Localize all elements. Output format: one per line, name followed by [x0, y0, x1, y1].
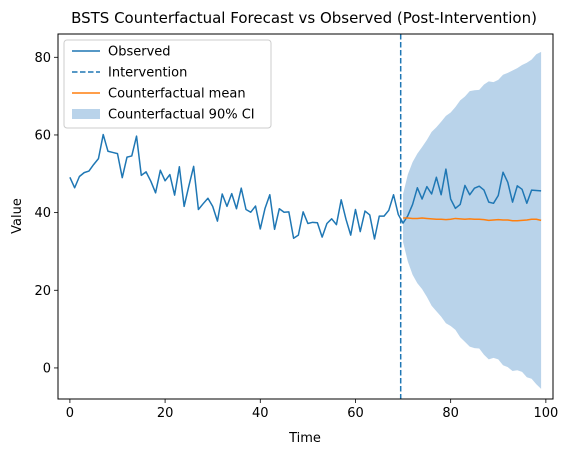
y-tick-label: 0	[43, 361, 51, 376]
legend: Observed Intervention Counterfactual mean C…	[63, 39, 272, 129]
x-tick-label: 40	[252, 406, 269, 421]
counterfactual-mean-line	[403, 217, 542, 222]
legend-label-intervention: Intervention	[108, 66, 187, 81]
x-tick-label: 80	[442, 406, 459, 421]
plot-area	[69, 34, 542, 399]
y-tick-label: 20	[34, 284, 51, 299]
x-axis-label: Time	[288, 431, 321, 446]
x-tick-label: 60	[347, 406, 364, 421]
observed-series-line	[69, 133, 542, 240]
legend-label-ci: Counterfactual 90% CI	[108, 108, 255, 123]
legend-label-counterfactual: Counterfactual mean	[108, 87, 246, 102]
x-tick-label: 20	[157, 406, 174, 421]
legend-swatch-ci	[72, 109, 100, 119]
y-axis: 0 20 40 60 80	[34, 51, 58, 376]
y-tick-label: 80	[34, 51, 51, 66]
y-tick-label: 40	[34, 206, 51, 221]
axes-frame	[57, 33, 554, 400]
x-axis: 0 20 40 60 80 100	[66, 399, 558, 421]
x-tick-label: 100	[533, 406, 558, 421]
chart-title: BSTS Counterfactual Forecast vs Observed…	[71, 9, 537, 27]
y-tick-label: 60	[34, 128, 51, 143]
y-axis-label: Value	[10, 198, 25, 234]
x-tick-label: 0	[66, 406, 74, 421]
legend-box	[63, 39, 272, 129]
ci-band	[403, 51, 542, 389]
legend-label-observed: Observed	[108, 45, 171, 60]
